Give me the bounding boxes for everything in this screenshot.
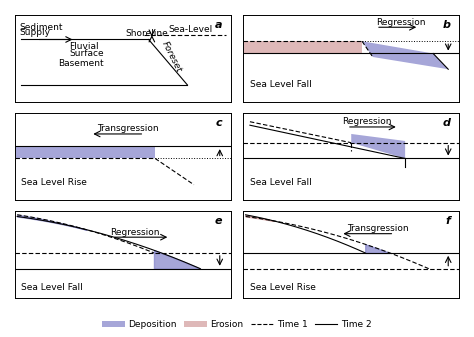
Polygon shape — [351, 134, 405, 158]
Text: Sea-Level: Sea-Level — [168, 25, 212, 34]
Text: Regression: Regression — [343, 117, 392, 126]
Text: Transgression: Transgression — [347, 224, 409, 233]
Text: Sea Level Fall: Sea Level Fall — [250, 178, 312, 187]
Text: c: c — [215, 118, 222, 128]
Polygon shape — [362, 41, 448, 69]
Text: Regression: Regression — [376, 18, 426, 27]
Text: f: f — [446, 216, 450, 226]
Text: Transgression: Transgression — [97, 124, 158, 133]
Text: Sea Level Rise: Sea Level Rise — [21, 178, 87, 187]
Legend: Deposition, Erosion, Time 1, Time 2: Deposition, Erosion, Time 1, Time 2 — [99, 316, 375, 333]
Text: Surface: Surface — [69, 49, 103, 58]
Text: Shoreline: Shoreline — [125, 29, 168, 38]
Text: a: a — [214, 20, 222, 30]
Text: Sea Level Rise: Sea Level Rise — [250, 283, 316, 292]
Polygon shape — [244, 41, 362, 54]
Text: Foreset: Foreset — [160, 40, 183, 74]
Text: e: e — [214, 216, 222, 226]
Text: Regression: Regression — [110, 227, 159, 237]
Text: Supply: Supply — [19, 28, 50, 37]
Polygon shape — [15, 146, 155, 158]
Text: Sea Level Fall: Sea Level Fall — [250, 80, 312, 89]
Text: Sediment: Sediment — [19, 23, 63, 32]
Text: Fluvial: Fluvial — [69, 41, 99, 51]
Text: b: b — [442, 20, 450, 30]
Text: Basement: Basement — [58, 60, 104, 68]
Text: d: d — [442, 118, 450, 128]
Text: Sea Level Fall: Sea Level Fall — [21, 283, 83, 292]
